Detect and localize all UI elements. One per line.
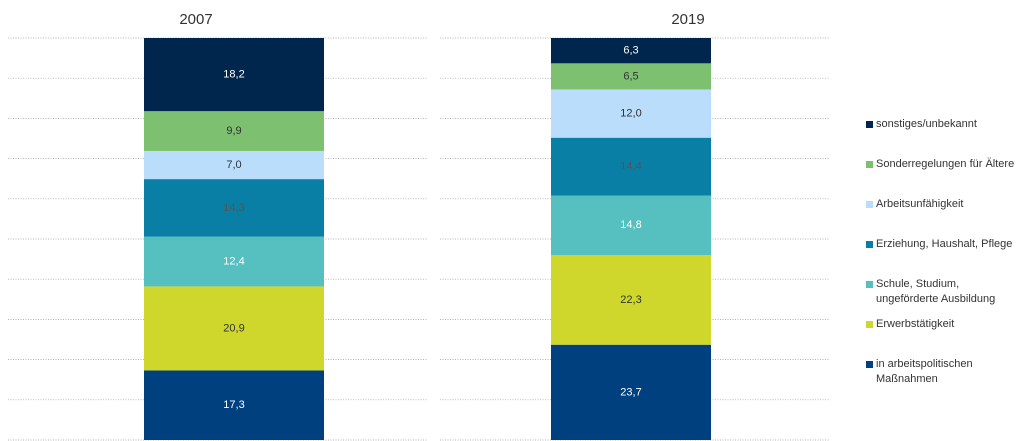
bar-segment bbox=[144, 179, 324, 237]
legend-label: Erziehung, Haushalt, Pflege bbox=[876, 238, 1013, 250]
data-label: 14,8 bbox=[620, 219, 641, 231]
legend-swatch bbox=[866, 361, 873, 368]
legend-entry: Arbeitsunfähigkeit bbox=[866, 197, 1035, 212]
data-label: 6,3 bbox=[623, 45, 638, 57]
legend-swatch bbox=[866, 241, 873, 248]
legend-swatch bbox=[866, 321, 873, 328]
data-label: 14,4 bbox=[620, 161, 641, 173]
legend-swatch bbox=[866, 121, 873, 128]
bar-segment bbox=[551, 344, 711, 440]
legend-entry: Schule, Studium, ungeförderte Ausbildung bbox=[866, 277, 1035, 307]
data-label: 6,5 bbox=[623, 70, 638, 82]
legend-entry: Erziehung, Haushalt, Pflege bbox=[866, 237, 1035, 252]
legend-label: in arbeitspolitischen Maßnahmen bbox=[876, 358, 973, 385]
legend-entry: sonstiges/unbekannt bbox=[866, 117, 1035, 132]
data-label: 22,3 bbox=[620, 294, 641, 306]
category-label: 2019 bbox=[671, 11, 704, 28]
bar-segment bbox=[551, 255, 711, 345]
data-label: 14,3 bbox=[223, 202, 244, 214]
data-label: 12,4 bbox=[223, 255, 244, 267]
data-label: 18,2 bbox=[223, 68, 244, 80]
bar-segment bbox=[551, 137, 711, 196]
legend-swatch bbox=[866, 161, 873, 168]
bar-segment bbox=[144, 38, 324, 112]
bar-segment bbox=[551, 89, 711, 138]
legend-entry: Erwerbstätigkeit bbox=[866, 317, 1035, 332]
data-label: 7,0 bbox=[226, 159, 241, 171]
legend-label: Sonderregelungen für Ältere bbox=[876, 158, 1015, 170]
data-label: 12,0 bbox=[620, 107, 641, 119]
legend-swatch bbox=[866, 281, 873, 288]
bar-segment bbox=[144, 111, 324, 151]
data-label: 20,9 bbox=[223, 322, 244, 334]
legend-label: Schule, Studium, ungeförderte Ausbildung bbox=[876, 278, 996, 305]
legend-entry: Sonderregelungen für Ältere bbox=[866, 157, 1035, 172]
category-label: 2007 bbox=[179, 11, 212, 28]
bar-segment bbox=[144, 150, 324, 180]
bar-segment bbox=[144, 370, 324, 440]
data-label: 23,7 bbox=[620, 386, 641, 398]
bar-segment bbox=[551, 38, 711, 64]
bar-segment bbox=[144, 286, 324, 371]
legend-entry: in arbeitspolitischen Maßnahmen bbox=[866, 357, 1035, 387]
legend-swatch bbox=[866, 201, 873, 208]
legend-label: Erwerbstätigkeit bbox=[876, 318, 955, 330]
data-label: 9,9 bbox=[226, 125, 241, 137]
chart: 2007 17,3 20,9 12,4 14,3 7,0 9,9 18,2 2019 23,7 22… bbox=[8, 11, 830, 441]
legend-label: sonstiges/unbekannt bbox=[876, 118, 977, 130]
legend-label: Arbeitsunfähigkeit bbox=[876, 198, 964, 210]
data-label: 17,3 bbox=[223, 399, 244, 411]
bar-segment bbox=[144, 236, 324, 287]
bar-segment bbox=[551, 195, 711, 256]
bar-segment bbox=[551, 63, 711, 90]
